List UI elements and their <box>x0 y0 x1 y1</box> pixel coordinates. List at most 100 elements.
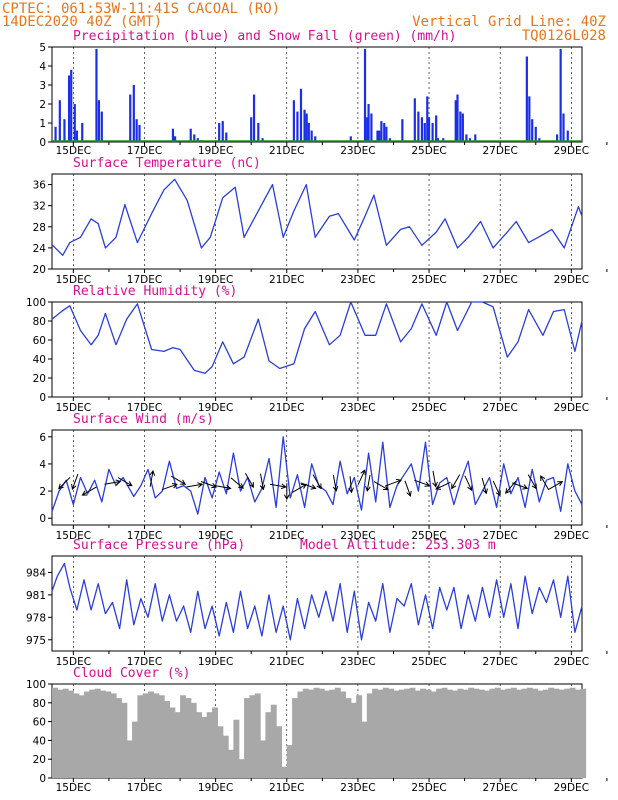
cloud-bar <box>276 726 283 778</box>
y-tick-label: 0 <box>39 392 46 404</box>
cloud-bar <box>324 690 331 778</box>
x-tick-label: 17DEC <box>127 656 162 668</box>
cloud-bar <box>265 712 272 778</box>
precip-bar <box>431 123 434 142</box>
date-line: 14DEC2020 40Z (GMT) <box>2 14 162 30</box>
plot-frame <box>51 173 583 270</box>
wind-arrow <box>348 476 354 494</box>
cloud-bar <box>441 687 448 778</box>
wind-arrow <box>385 478 402 487</box>
cloud-bar <box>62 688 69 778</box>
panel-4: Surface Wind (m/s) 15DEC 17DEC 19DEC 21DEC 23… <box>39 412 608 542</box>
wind-arrow <box>300 482 317 490</box>
cloud-bar <box>334 687 341 778</box>
wind-arrow <box>214 484 232 491</box>
panel-title: Surface Temperature (nC) <box>73 156 261 171</box>
x-tick-label: 17DEC <box>127 145 162 157</box>
precip-bar <box>138 124 141 142</box>
precip-bar <box>385 126 388 142</box>
precip-bar <box>556 134 559 142</box>
x-tick-label: 29DEC <box>554 656 589 668</box>
cloud-bar <box>153 693 160 778</box>
cloud-bar <box>233 719 240 778</box>
cloud-bar <box>425 689 432 778</box>
cloud-bar <box>345 698 352 778</box>
wind-arrow <box>149 469 156 487</box>
precip-bar <box>366 117 369 142</box>
panel-2: Surface Temperature (nC) 15DEC 17DEC 19DEC 2… <box>33 156 608 286</box>
precip-bar <box>173 136 177 142</box>
x-tick-label: 15DEC <box>56 145 91 157</box>
precip-bar <box>303 109 306 142</box>
precip-bar <box>196 138 199 142</box>
cloud-bar <box>217 726 224 778</box>
cloud-bar <box>158 695 165 778</box>
wind-arrow <box>117 477 133 487</box>
precip-bar <box>525 56 528 142</box>
series-line <box>51 562 583 641</box>
precip-bar <box>292 100 295 142</box>
cloud-bar <box>105 691 112 778</box>
precip-bar <box>538 138 541 142</box>
cloud-bar <box>446 689 453 778</box>
x-tick-label: 15DEC <box>56 402 91 414</box>
y-tick-label: 2 <box>39 99 46 111</box>
precip-bar <box>456 94 459 142</box>
x-tick-label: 25DEC <box>411 402 446 414</box>
cloud-bar <box>212 707 219 778</box>
cloud-bar <box>126 740 133 778</box>
precip-bar <box>383 123 386 142</box>
x-tick-label: 19DEC <box>198 656 233 668</box>
wind-arrow <box>58 476 71 490</box>
y-tick-label: 80 <box>33 698 46 710</box>
x-tick-label: 21DEC <box>269 402 304 414</box>
precip-bar <box>189 128 192 142</box>
precip-bar <box>171 128 175 142</box>
y-tick-label: 5 <box>39 42 46 54</box>
x-tick-label: 19DEC <box>198 145 233 157</box>
precip-bar <box>54 126 57 142</box>
y-tick-label: 28 <box>33 222 46 234</box>
precip-bar <box>100 111 103 142</box>
cloud-bar <box>329 689 336 778</box>
station-line: CPTEC: 061:53W-11:41S CACOAL (RO) <box>2 1 280 17</box>
cloud-bar <box>94 688 101 778</box>
wind-arrow <box>104 479 122 486</box>
cloud-bar <box>68 690 74 778</box>
x-tick-label: 15DEC <box>56 782 91 794</box>
panel-3: Relative Humidity (%) 15DEC 17DEC 19DEC 21DE… <box>26 284 608 414</box>
precip-bar <box>442 138 445 142</box>
cloud-bar <box>84 691 90 778</box>
series-line <box>51 436 583 515</box>
cloud-bar <box>526 687 533 778</box>
cloud-bar <box>286 745 293 778</box>
x-tick-label: 19DEC <box>198 782 233 794</box>
wind-arrow <box>259 473 266 491</box>
precip-bar <box>367 104 370 142</box>
x-tick-label: 19DEC <box>198 402 233 414</box>
cloud-bar <box>366 693 373 778</box>
cloud-bar <box>350 702 357 778</box>
wind-arrow <box>451 474 461 490</box>
precip-bar <box>465 134 468 142</box>
x-tick-label: 15DEC <box>56 656 91 668</box>
x-tick-label: 25DEC <box>411 145 446 157</box>
wind-arrow <box>365 475 371 492</box>
precip-bar <box>420 117 424 142</box>
cloud-bar <box>78 695 85 778</box>
y-tick-label: 2 <box>39 486 46 498</box>
precip-bar <box>310 130 313 142</box>
precip-bar <box>97 100 101 142</box>
cloud-bar <box>249 695 256 778</box>
wind-arrow <box>527 474 537 490</box>
precip-bar <box>70 69 73 142</box>
precip-bar <box>435 115 438 142</box>
precip-bar <box>257 123 260 142</box>
x-tick-label: 21DEC <box>269 656 304 668</box>
panel-title: Relative Humidity (%) <box>73 284 237 299</box>
cloud-bar <box>574 689 581 778</box>
y-tick-label: 0 <box>39 773 46 785</box>
panel-title: Surface Wind (m/s) <box>73 412 214 427</box>
x-tick-label: 25DEC <box>411 274 446 286</box>
precip-bar <box>221 121 224 142</box>
